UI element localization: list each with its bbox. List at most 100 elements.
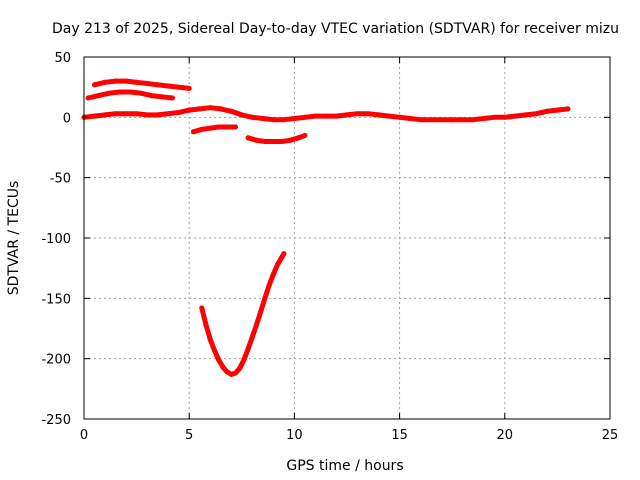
series-pass-f-point	[245, 346, 251, 352]
series-pass-c-point	[386, 113, 392, 119]
series-pass-d-point	[216, 124, 222, 130]
series-pass-e-point	[262, 139, 268, 144]
series-pass-f-point	[211, 347, 217, 353]
series-pass-c-point	[228, 108, 234, 114]
series-pass-f-point	[275, 262, 281, 267]
series-pass-f-point	[203, 322, 209, 328]
series-pass-b-point	[85, 95, 91, 101]
series-pass-b-point	[148, 93, 154, 99]
y-tick-label: -100	[41, 232, 71, 247]
series-pass-c-point	[92, 113, 97, 119]
series-pass-c-point	[155, 112, 161, 118]
series-pass-f-point	[224, 369, 230, 375]
y-tick-label: -200	[41, 353, 71, 368]
y-tick-labels: 50 0 -50 -100 -150 -200 -250	[41, 51, 71, 428]
series-pass-f-point	[216, 357, 222, 363]
series-pass-c-point	[197, 106, 203, 112]
series-pass-c-point	[291, 116, 297, 121]
series-pass-e-point	[287, 137, 293, 143]
series-pass-a-point	[186, 85, 192, 91]
series-pass-c-point	[270, 117, 276, 123]
data-series	[81, 78, 571, 377]
series-pass-c-point	[102, 112, 108, 118]
series-pass-c-point	[470, 117, 476, 123]
y-tick-label: -250	[41, 413, 71, 428]
series-pass-f-point	[199, 305, 205, 311]
series-pass-a-point	[113, 78, 119, 84]
series-pass-c-point	[249, 114, 255, 120]
series-pass-c-point	[449, 117, 455, 123]
series-pass-c-point	[460, 117, 466, 123]
x-tick-labels: 0 5 10 15 20 25	[80, 428, 618, 443]
series-pass-b-point	[159, 94, 165, 100]
series-pass-c-point	[344, 112, 350, 118]
series-pass-c-point	[533, 111, 539, 117]
series-pass-c-point	[418, 117, 424, 123]
x-axis-label: GPS time / hours	[286, 458, 403, 474]
series-pass-f-point	[258, 309, 264, 315]
series-pass-a-line	[92, 78, 192, 91]
y-axis-label: SDTVAR / TECUs	[6, 181, 22, 296]
series-pass-c-point	[544, 108, 550, 114]
series-pass-a-point	[123, 78, 129, 84]
series-pass-c-point	[281, 117, 287, 123]
series-pass-a-point	[134, 79, 140, 85]
series-pass-a-point	[92, 82, 97, 88]
series-pass-c-point	[239, 112, 245, 118]
series-pass-d-point	[190, 129, 196, 135]
series-pass-c-point	[397, 114, 403, 120]
series-pass-f-point	[207, 336, 213, 342]
series-pass-b-point	[117, 89, 123, 95]
series-pass-a-point	[176, 84, 182, 90]
series-pass-e-point	[279, 139, 285, 144]
series-pass-c-point	[502, 114, 508, 120]
series-pass-f-line	[199, 251, 287, 377]
series-pass-c-point	[144, 112, 150, 118]
series-pass-c-point	[428, 117, 434, 123]
series-pass-f-point	[281, 251, 287, 257]
x-tick-label: 25	[602, 428, 619, 443]
plot-frame	[83, 56, 611, 420]
series-pass-c-point	[481, 116, 487, 121]
series-pass-f-point	[266, 282, 272, 288]
series-pass-e-point	[296, 135, 302, 141]
series-pass-a-point	[102, 79, 108, 85]
series-pass-e-point	[270, 139, 276, 144]
series-pass-c-point	[376, 112, 382, 118]
series-pass-b-point	[96, 93, 102, 99]
series-pass-c-point	[407, 116, 413, 121]
series-pass-c-point	[512, 113, 518, 119]
series-pass-e-point	[245, 135, 251, 141]
series-pass-d-point	[224, 124, 230, 130]
series-pass-c-point	[554, 107, 560, 113]
series-pass-c-point	[365, 111, 371, 117]
series-pass-d-point	[207, 125, 213, 131]
series-pass-c-point	[176, 110, 182, 115]
y-tick-label: -150	[41, 292, 71, 307]
series-pass-a-point	[155, 82, 161, 88]
series-pass-f-point	[254, 322, 259, 328]
x-tick-label: 20	[497, 428, 514, 443]
series-pass-f-point	[220, 364, 226, 370]
series-pass-c-point	[312, 113, 318, 119]
grid-lines	[84, 57, 610, 419]
series-pass-c-point	[439, 117, 445, 123]
series-pass-c-point	[165, 111, 171, 117]
x-tick-label: 0	[80, 428, 88, 443]
y-tick-label: 0	[63, 111, 71, 126]
series-pass-c-point	[565, 106, 571, 112]
series-pass-c-point	[134, 111, 140, 117]
series-pass-f-point	[249, 334, 255, 340]
series-pass-d-point	[233, 124, 238, 130]
series-pass-b-point	[169, 95, 175, 101]
series-pass-e-point	[254, 137, 259, 143]
series-pass-f-point	[270, 271, 276, 277]
series-pass-c-point	[123, 111, 129, 117]
series-pass-c-point	[523, 112, 529, 118]
x-tick-label: 5	[185, 428, 193, 443]
axis-ticks	[83, 56, 611, 420]
series-pass-b-point	[138, 90, 144, 96]
series-pass-c-point	[260, 116, 266, 121]
series-pass-c-point	[355, 111, 360, 117]
